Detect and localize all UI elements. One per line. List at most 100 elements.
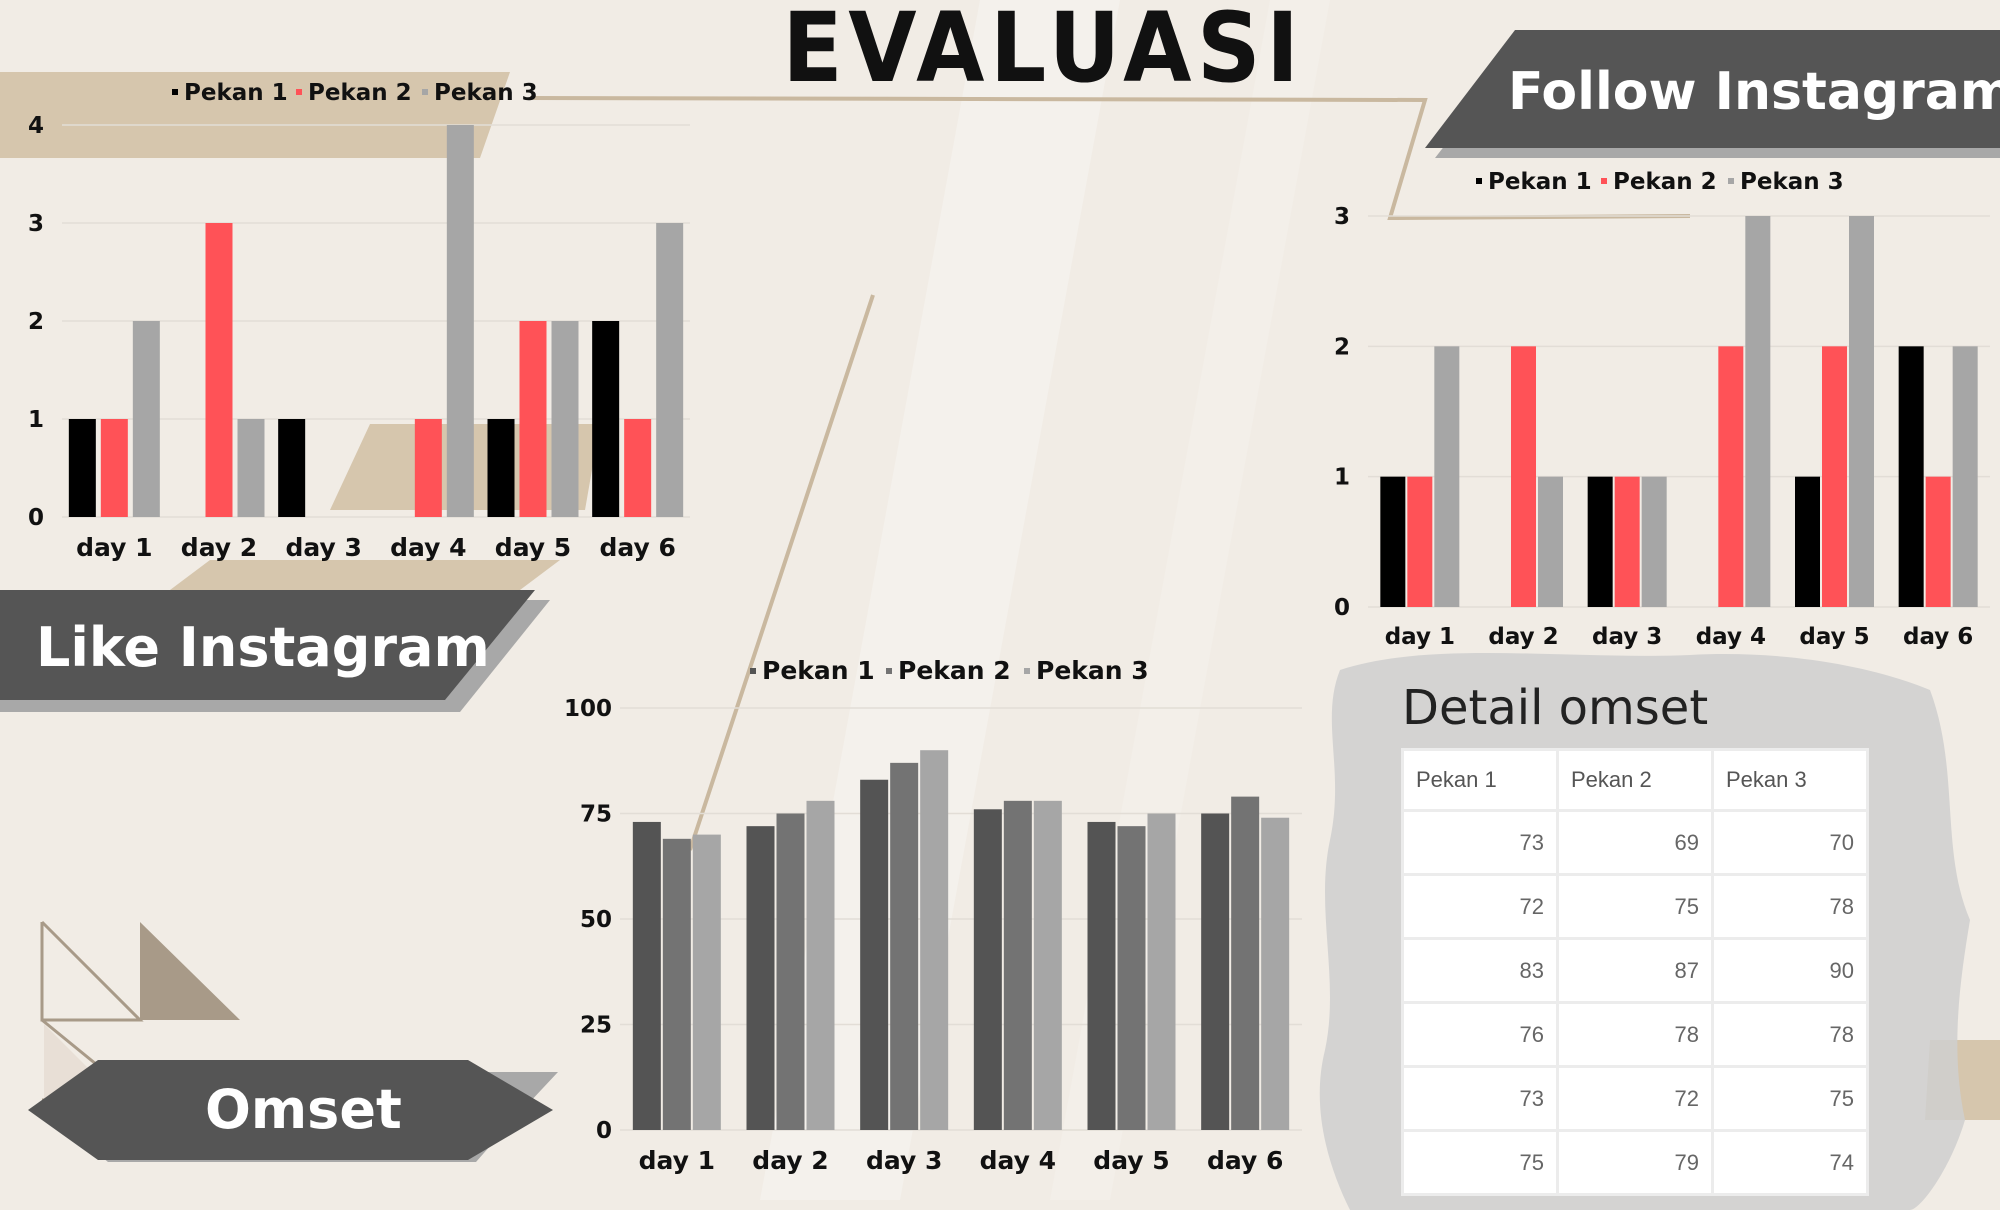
y-tick-label: 75: [580, 802, 612, 828]
bar: [973, 809, 1002, 1130]
x-tick-label: day 1: [639, 1146, 715, 1175]
bar: [624, 419, 652, 517]
bar: [1511, 346, 1536, 607]
bar: [1718, 346, 1744, 607]
table-row: 75 79 74: [1401, 1129, 1869, 1196]
x-tick-label: day 2: [181, 533, 257, 562]
y-tick-label: 4: [28, 113, 44, 139]
table-cell: 69: [1556, 809, 1714, 876]
bar: [1587, 476, 1613, 607]
page-title: EVALUASI: [782, 0, 1305, 104]
legend-label: Pekan 2: [1613, 169, 1717, 195]
bar: [1795, 476, 1820, 607]
x-tick-label: day 6: [1903, 624, 1973, 650]
bar: [692, 834, 721, 1130]
x-tick-label: day 3: [1592, 624, 1662, 650]
legend-label: Pekan 2: [308, 80, 412, 106]
legend-marker: [750, 668, 756, 674]
bar: [656, 223, 684, 517]
table-cell: 72: [1556, 1065, 1714, 1132]
bar: [1898, 346, 1924, 607]
bar: [632, 821, 661, 1130]
table-cell: 72: [1401, 873, 1559, 940]
bar: [278, 419, 306, 517]
legend-label: Pekan 2: [898, 656, 1011, 685]
y-tick-label: 100: [564, 696, 612, 722]
bar: [487, 419, 515, 517]
x-tick-label: day 4: [980, 1146, 1056, 1175]
table-header-cell: Pekan 2: [1556, 748, 1714, 812]
legend-marker: [296, 89, 302, 95]
y-tick-label: 2: [1334, 334, 1350, 360]
table-cell: 78: [1711, 1001, 1869, 1068]
x-tick-label: day 4: [390, 533, 466, 562]
bar: [519, 321, 547, 517]
table-cell: 78: [1556, 1001, 1714, 1068]
bar: [662, 838, 691, 1130]
bar: [1925, 476, 1951, 607]
bar: [1407, 476, 1433, 607]
bar: [1380, 476, 1406, 607]
bar: [1849, 216, 1874, 607]
x-tick-label: day 1: [1385, 624, 1455, 650]
table-cell: 75: [1401, 1129, 1559, 1196]
y-tick-label: 2: [28, 309, 44, 335]
bar: [1745, 216, 1771, 607]
x-tick-label: day 3: [866, 1146, 942, 1175]
bar: [1231, 796, 1260, 1130]
omset-label: Omset: [205, 1078, 402, 1141]
y-tick-label: 3: [1334, 204, 1350, 230]
legend-marker: [422, 89, 428, 95]
legend-label: Pekan 3: [434, 80, 538, 106]
bar: [1641, 476, 1667, 607]
bar: [1033, 800, 1062, 1130]
table-cell: 90: [1711, 937, 1869, 1004]
bar: [1614, 476, 1640, 607]
bar: [1087, 821, 1116, 1130]
bar: [890, 762, 919, 1130]
legend-label: Pekan 1: [1488, 169, 1592, 195]
bar: [551, 321, 579, 517]
bar: [860, 779, 889, 1130]
legend-marker: [1024, 668, 1030, 674]
bar: [776, 813, 805, 1130]
table-header-cell: Pekan 3: [1711, 748, 1869, 812]
table-row: 76 78 78: [1401, 1001, 1869, 1068]
legend-label: Pekan 1: [184, 80, 288, 106]
follow-instagram-label: Follow Instagram: [1508, 62, 2000, 122]
y-tick-label: 25: [580, 1013, 612, 1039]
table-cell: 83: [1401, 937, 1559, 1004]
y-tick-label: 3: [28, 211, 44, 237]
like-instagram-banner: [0, 590, 550, 712]
bar: [1538, 476, 1563, 607]
bar: [592, 321, 620, 517]
bar: [1201, 813, 1230, 1130]
x-tick-label: day 5: [495, 533, 571, 562]
y-tick-label: 1: [1334, 465, 1350, 491]
omset-table: Pekan 1 Pekan 2 Pekan 3 73 69 70 72 75 7…: [1401, 748, 1869, 1196]
bar: [746, 826, 775, 1130]
x-tick-label: day 1: [76, 533, 152, 562]
y-tick-label: 0: [28, 505, 44, 531]
legend-marker: [1728, 178, 1734, 184]
table-cell: 70: [1711, 809, 1869, 876]
bar: [1117, 826, 1146, 1130]
table-cell: 73: [1401, 1065, 1559, 1132]
table-header-cell: Pekan 1: [1401, 748, 1559, 812]
table-cell: 73: [1401, 809, 1559, 876]
table-row: 72 75 78: [1401, 873, 1869, 940]
bar: [446, 125, 474, 517]
legend-marker: [1476, 178, 1482, 184]
table-cell: 87: [1556, 937, 1714, 1004]
legend-label: Pekan 3: [1740, 169, 1844, 195]
bar: [1434, 346, 1460, 607]
bar: [920, 750, 949, 1130]
x-tick-label: day 6: [1207, 1146, 1283, 1175]
bar: [414, 419, 442, 517]
omset-banner: [28, 1060, 558, 1162]
like-instagram-label: Like Instagram: [36, 616, 490, 679]
x-tick-label: day 6: [599, 533, 675, 562]
